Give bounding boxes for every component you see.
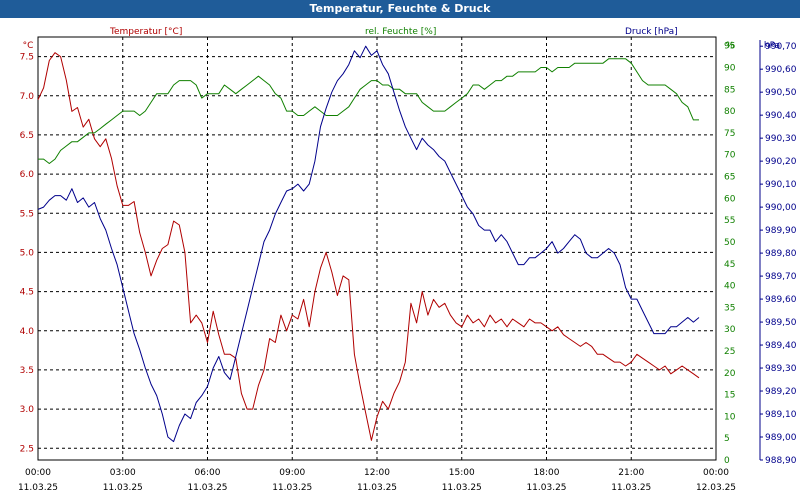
temperature-tick-label: 6.0	[20, 170, 35, 180]
humidity-tick-label: 70	[724, 151, 736, 161]
x-tick-date: 11.03.25	[442, 483, 482, 493]
x-tick-date: 11.03.25	[611, 483, 651, 493]
legend-pressure: Druck [hPa]	[625, 27, 678, 37]
pressure-tick-label: 990,20	[765, 157, 797, 167]
humidity-tick-label: 50	[724, 238, 736, 248]
series-lines	[37, 45, 700, 443]
humidity-tick-label: 20	[724, 369, 736, 379]
x-tick-time: 18:00	[534, 468, 560, 478]
temperature-unit: °C	[23, 41, 34, 51]
pressure-tick-label: 990,60	[765, 65, 797, 75]
temperature-line	[37, 52, 700, 441]
pressure-tick-label: 989,40	[765, 341, 797, 351]
pressure-tick-label: 990,40	[765, 111, 797, 121]
temperature-tick-label: 4.5	[20, 288, 34, 298]
pressure-tick-label: 989,10	[765, 410, 797, 420]
x-tick-date: 11.03.25	[187, 483, 227, 493]
pressure-tick-label: 990,10	[765, 180, 797, 190]
humidity-tick-label: 15	[724, 391, 735, 401]
x-tick-date: 11.03.25	[526, 483, 566, 493]
humidity-line	[38, 58, 699, 164]
pressure-tick-label: 989,30	[765, 364, 797, 374]
pressure-line	[37, 45, 700, 443]
humidity-tick-label: 30	[724, 325, 736, 335]
x-tick-time: 09:00	[279, 468, 305, 478]
x-tick-time: 00:00	[703, 468, 729, 478]
pressure-tick-label: 989,70	[765, 272, 797, 282]
humidity-tick-label: 75	[724, 129, 735, 139]
temperature-tick-label: 7.0	[20, 92, 35, 102]
temperature-axis: 7.5 7.0 6.5 6.0 5.5 5.0 4.5 4.0 3.5 3.0 2.5	[20, 53, 35, 455]
temperature-tick-label: 3.5	[20, 366, 34, 376]
x-tick-date: 11.03.25	[357, 483, 397, 493]
humidity-tick-label: 85	[724, 85, 735, 95]
humidity-unit: %	[726, 41, 735, 51]
temperature-tick-label: 5.5	[20, 209, 34, 219]
x-tick-time: 15:00	[449, 468, 475, 478]
humidity-tick-label: 35	[724, 303, 735, 313]
pressure-tick-label: 989,90	[765, 226, 797, 236]
humidity-tick-label: 60	[724, 194, 736, 204]
humidity-tick-label: 95	[724, 42, 735, 52]
humidity-tick-label: 10	[724, 412, 736, 422]
humidity-tick-label: 65	[724, 173, 735, 183]
legend-temperature: Temperatur [°C]	[109, 27, 182, 37]
pressure-tick-label: 989,50	[765, 318, 797, 328]
temperature-tick-label: 6.5	[20, 131, 34, 141]
pressure-tick-label: 989,80	[765, 249, 797, 259]
chart-title: Temperatur, Feuchte & Druck	[0, 0, 800, 18]
pressure-tick-label: 988,90	[765, 456, 797, 466]
humidity-tick-label: 0	[724, 456, 730, 466]
pressure-tick-label: 990,50	[765, 88, 797, 98]
humidity-tick-label: 5	[724, 434, 730, 444]
pressure-tick-label: 990,00	[765, 203, 797, 213]
x-tick-date: 11.03.25	[103, 483, 143, 493]
humidity-tick-label: 40	[724, 282, 736, 292]
humidity-tick-label: 45	[724, 260, 735, 270]
x-tick-time: 12:00	[364, 468, 390, 478]
pressure-tick-label: 989,20	[765, 387, 797, 397]
pressure-tick-label: 990,70	[765, 42, 797, 52]
x-tick-time: 21:00	[618, 468, 644, 478]
pressure-tick-label: 989,00	[765, 433, 797, 443]
x-axis: 00:00 11.03.25 03:00 11.03.25 06:00 11.03.25 0…	[18, 468, 736, 493]
temperature-tick-label: 2.5	[20, 444, 34, 454]
x-tick-time: 00:00	[25, 468, 51, 478]
x-tick-date: 11.03.25	[272, 483, 312, 493]
temperature-tick-label: 4.0	[20, 327, 35, 337]
humidity-tick-label: 80	[724, 107, 736, 117]
pressure-tick-label: 990,30	[765, 134, 797, 144]
temperature-tick-label: 3.0	[20, 405, 35, 415]
x-tick-time: 03:00	[110, 468, 136, 478]
x-tick-date: 11.03.25	[18, 483, 58, 493]
humidity-tick-label: 55	[724, 216, 735, 226]
x-tick-time: 06:00	[195, 468, 221, 478]
temperature-tick-label: 5.0	[20, 248, 35, 258]
legend-humidity: rel. Feuchte [%]	[365, 27, 436, 37]
humidity-tick-label: 25	[724, 347, 735, 357]
pressure-axis: 990,70 990,60 990,50 990,40 990,30 990,20 990,…	[759, 40, 797, 466]
humidity-tick-label: 90	[724, 64, 736, 74]
pressure-unit: hPa	[764, 41, 780, 51]
pressure-tick-label: 989,60	[765, 295, 797, 305]
temperature-tick-label: 7.5	[20, 53, 34, 63]
x-tick-date: 12.03.25	[696, 483, 736, 493]
grid	[38, 37, 716, 460]
